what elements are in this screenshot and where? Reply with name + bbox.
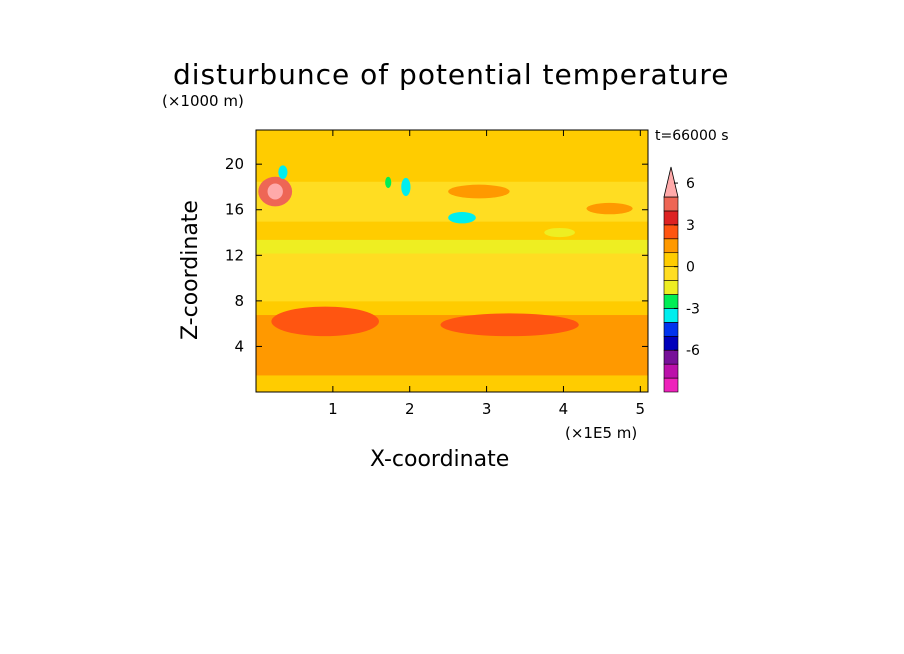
colorbar-cell xyxy=(663,252,679,267)
contour-band xyxy=(256,239,648,254)
contour-blob xyxy=(278,165,288,179)
contour-blob xyxy=(401,177,411,197)
y-tick-label: 20 xyxy=(225,155,244,173)
colorbar: 6 3 0 -3 -6 xyxy=(663,166,700,393)
colorbar-cell xyxy=(663,377,679,393)
y-tick-label: 12 xyxy=(225,246,244,264)
colorbar-cell xyxy=(663,294,679,309)
x-tick-label: 4 xyxy=(559,400,569,418)
colorbar-cell xyxy=(663,363,679,379)
x-axis-label: X-coordinate xyxy=(370,447,510,472)
y-axis-label: Z-coordinate xyxy=(178,200,203,340)
contour-blob xyxy=(448,212,476,224)
contour-band xyxy=(256,374,648,392)
chart-title: disturbunce of potential temperature xyxy=(173,58,730,91)
y-tick-label: 4 xyxy=(234,337,244,355)
x-tick-label: 1 xyxy=(328,400,338,418)
x-axis-unit: (×1E5 m) xyxy=(565,424,638,442)
contour-band xyxy=(256,253,648,268)
contour-field xyxy=(256,130,648,392)
colorbar-tick-label: 6 xyxy=(686,176,695,192)
colorbar-cell xyxy=(663,196,679,212)
contour-blob xyxy=(267,183,283,200)
colorbar-cell xyxy=(663,322,679,337)
x-tick-label: 5 xyxy=(636,400,646,418)
time-label: t=66000 s xyxy=(655,128,729,144)
colorbar-tick-label: 3 xyxy=(686,218,695,234)
contour-band xyxy=(256,266,648,302)
contour-band xyxy=(256,130,648,182)
colorbar-tick-label: -6 xyxy=(686,343,700,359)
contour-blob xyxy=(586,202,633,215)
colorbar-cell xyxy=(663,308,679,323)
colorbar-extend-arrow xyxy=(663,166,679,198)
contour-band xyxy=(256,221,648,240)
colorbar-cell xyxy=(663,349,679,365)
contour-blob xyxy=(271,306,379,337)
y-tick-label: 16 xyxy=(225,201,244,219)
plot-frame xyxy=(255,129,649,393)
colorbar-cell xyxy=(663,280,679,295)
contour-blob xyxy=(448,184,510,199)
y-tick-label: 8 xyxy=(234,292,244,310)
contour-blob xyxy=(385,176,392,189)
contour-group xyxy=(256,130,648,392)
colorbar-tick-label: -3 xyxy=(686,301,700,317)
contour-band xyxy=(256,350,648,376)
colorbar-cell xyxy=(663,210,679,226)
x-tick-label: 2 xyxy=(405,400,415,418)
colorbar-cell xyxy=(663,266,679,281)
contour-blob xyxy=(440,313,579,337)
colorbar-tick-label: 0 xyxy=(686,260,695,276)
colorbar-cell xyxy=(663,335,679,351)
colorbar-cell xyxy=(663,238,679,254)
y-axis-unit: (×1000 m) xyxy=(162,92,244,110)
contour-blob xyxy=(544,227,575,238)
colorbar-cell xyxy=(663,224,679,240)
x-tick-label: 3 xyxy=(482,400,492,418)
